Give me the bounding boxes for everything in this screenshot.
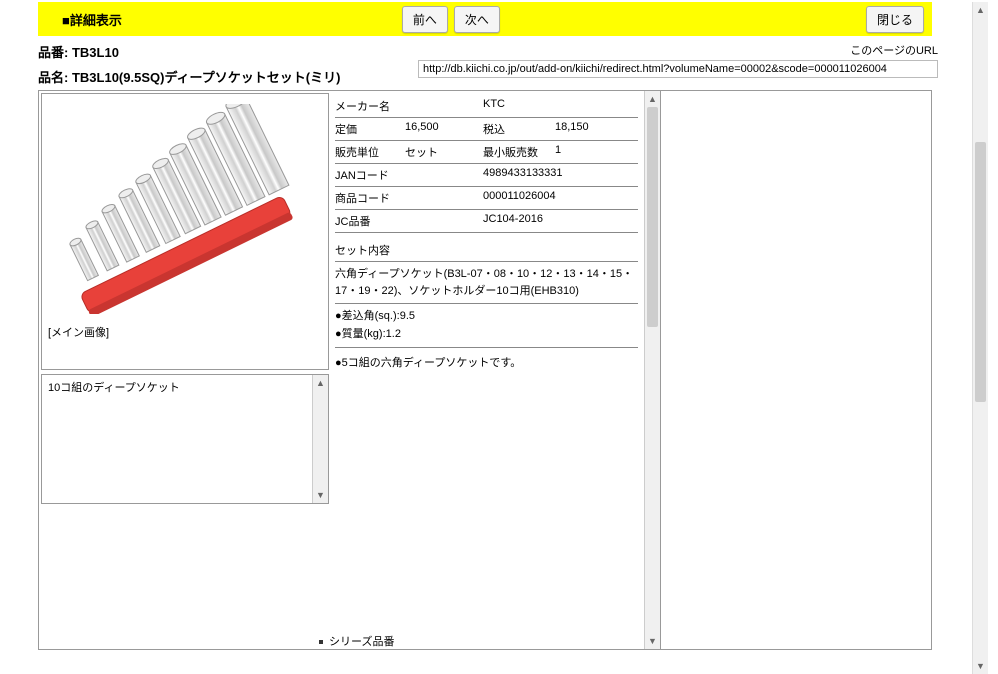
page-title: ■詳細表示 <box>62 10 122 29</box>
scrollbar-thumb[interactable] <box>975 142 986 402</box>
product-image <box>44 96 326 322</box>
spec-label: JANコード <box>335 167 405 183</box>
bullet-line: ●差込角(sq.):9.5 <box>335 308 638 326</box>
close-button[interactable]: 閉じる <box>866 6 924 33</box>
spec-label: 商品コード <box>335 190 405 206</box>
url-label: このページのURL <box>418 42 938 58</box>
spec-value: 1 <box>555 144 638 160</box>
spec-value: 18,150 <box>555 121 638 137</box>
spec-row: 商品コード 000011026004 <box>335 187 638 210</box>
scroll-down-icon[interactable]: ▼ <box>645 633 660 649</box>
spec-label: JC104-2016 <box>483 213 555 229</box>
scrollbar-thumb[interactable] <box>647 107 658 327</box>
spec-row: JC品番 JC104-2016 <box>335 210 638 233</box>
spec-value <box>405 213 483 229</box>
bullet-line: ●5コ組の六角ディープソケットです。 <box>335 354 638 370</box>
product-name-label: 品名: <box>38 70 68 85</box>
spec-value <box>555 167 638 183</box>
spec-label: 最小販売数 <box>483 144 555 160</box>
spec-label: 4989433133331 <box>483 167 555 183</box>
scroll-up-icon[interactable]: ▲ <box>313 375 328 391</box>
spec-value <box>405 98 483 114</box>
bullets-group-1: ●差込角(sq.):9.5 ●質量(kg):1.2 <box>335 304 638 348</box>
header-bar: ■詳細表示 前へ 次へ 閉じる <box>38 2 932 36</box>
spec-value <box>405 167 483 183</box>
left-scrollbar[interactable]: ▲ ▼ <box>644 91 660 649</box>
set-body: 六角ディープソケット(B3L-07・08・10・12・13・14・15・17・1… <box>335 262 638 304</box>
description-text: 10コ組のディープソケット <box>42 375 328 399</box>
scroll-down-icon[interactable]: ▼ <box>313 487 328 503</box>
meta-row: 品番: TB3L10 品名: TB3L10(9.5SQ)ディープソケットセット(… <box>38 42 932 86</box>
image-caption: [メイン画像] <box>44 322 326 342</box>
spec-row: メーカー名 KTC <box>335 95 638 118</box>
set-section: セット内容 六角ディープソケット(B3L-07・08・10・12・13・14・1… <box>335 233 638 372</box>
url-input[interactable] <box>418 60 938 78</box>
meta-left: 品番: TB3L10 品名: TB3L10(9.5SQ)ディープソケットセット(… <box>38 42 418 86</box>
spec-value: 16,500 <box>405 121 483 137</box>
spec-label: JC品番 <box>335 213 405 229</box>
spec-value <box>555 98 638 114</box>
spec-label: KTC <box>483 98 555 114</box>
spec-value <box>555 213 638 229</box>
description-scrollbar[interactable]: ▲ ▼ <box>312 375 328 503</box>
image-box: [メイン画像] <box>41 93 329 370</box>
bullet-line: ●質量(kg):1.2 <box>335 326 638 344</box>
window-scrollbar[interactable]: ▲ ▼ <box>972 2 988 674</box>
spec-label: 販売単位 <box>335 144 405 160</box>
spec-row: 定価 16,500 税込 18,150 <box>335 118 638 141</box>
bullets-group-2: ●5コ組の六角ディープソケットです。 <box>335 348 638 372</box>
meta-right: このページのURL <box>418 42 938 78</box>
scroll-up-icon[interactable]: ▲ <box>973 2 988 18</box>
spec-label: メーカー名 <box>335 98 405 114</box>
next-button[interactable]: 次へ <box>454 6 500 33</box>
description-box: 10コ組のディープソケット ▲ ▼ <box>41 374 329 504</box>
socket-set-icon <box>55 104 315 314</box>
bottom-list: シリーズ品番 <box>39 631 644 649</box>
spec-value <box>405 190 483 206</box>
spec-table: メーカー名 KTC 定価 16,500 税込 18,150 <box>331 91 644 372</box>
nav-buttons: 前へ 次へ <box>402 6 500 33</box>
main-inner: [メイン画像] メーカー名 KTC 定価 <box>39 91 931 649</box>
product-code-label: 品番: <box>38 45 68 60</box>
spec-label: 000011026004 <box>483 190 555 206</box>
left-content: [メイン画像] メーカー名 KTC 定価 <box>39 91 644 649</box>
main-panel: [メイン画像] メーカー名 KTC 定価 <box>38 90 932 650</box>
top-row: [メイン画像] メーカー名 KTC 定価 <box>39 91 644 372</box>
spec-value: セット <box>405 144 483 160</box>
product-code-row: 品番: TB3L10 <box>38 42 418 61</box>
product-name-value: TB3L10(9.5SQ)ディープソケットセット(ミリ) <box>72 70 340 85</box>
spec-label: 定価 <box>335 121 405 137</box>
set-title: セット内容 <box>335 239 638 262</box>
left-column: [メイン画像] メーカー名 KTC 定価 <box>39 91 661 649</box>
spec-row: JANコード 4989433133331 <box>335 164 638 187</box>
prev-button[interactable]: 前へ <box>402 6 448 33</box>
right-column <box>661 91 931 649</box>
spec-value <box>555 190 638 206</box>
spec-label: 税込 <box>483 121 555 137</box>
spec-row: 販売単位 セット 最小販売数 1 <box>335 141 638 164</box>
product-code-value: TB3L10 <box>72 45 119 60</box>
product-name-row: 品名: TB3L10(9.5SQ)ディープソケットセット(ミリ) <box>38 67 418 86</box>
list-item: シリーズ品番 <box>319 636 394 648</box>
viewport: ■詳細表示 前へ 次へ 閉じる 品番: TB3L10 品名: TB3L10(9.… <box>0 2 998 674</box>
scroll-up-icon[interactable]: ▲ <box>645 91 660 107</box>
content-area: ■詳細表示 前へ 次へ 閉じる 品番: TB3L10 品名: TB3L10(9.… <box>0 2 970 674</box>
